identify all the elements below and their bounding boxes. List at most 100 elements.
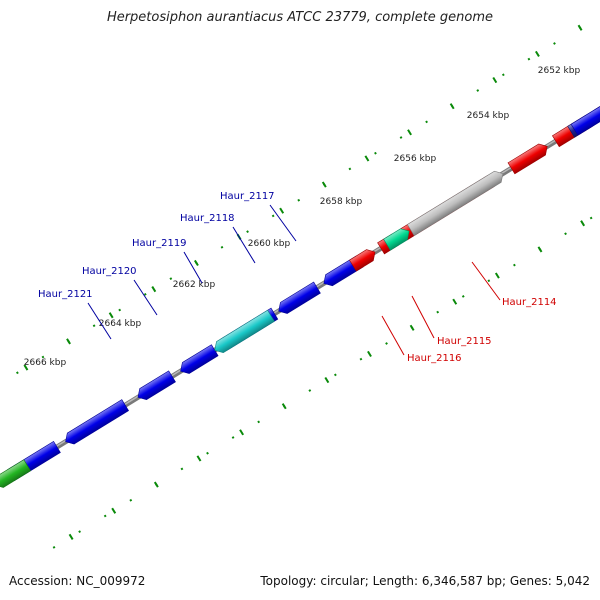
minor-tick bbox=[297, 198, 301, 202]
major-tick bbox=[279, 207, 285, 214]
accession-text: Accession: NC_009972 bbox=[9, 574, 146, 588]
major-tick bbox=[407, 129, 412, 136]
minor-tick bbox=[78, 530, 81, 534]
major-tick bbox=[449, 103, 455, 110]
position-label: 2662 kbp bbox=[173, 280, 216, 290]
minor-tick bbox=[220, 245, 224, 249]
minor-tick bbox=[436, 310, 440, 314]
minor-tick bbox=[589, 216, 593, 220]
major-tick bbox=[452, 298, 458, 305]
gene-label-leader bbox=[87, 302, 112, 340]
minor-tick bbox=[425, 120, 428, 124]
pseudo-gene-arrow bbox=[406, 170, 504, 237]
minor-tick bbox=[92, 324, 96, 328]
position-label: 2654 kbp bbox=[467, 111, 510, 121]
major-tick bbox=[535, 50, 540, 57]
minor-tick bbox=[41, 355, 45, 359]
minor-tick bbox=[359, 357, 363, 361]
minor-tick bbox=[257, 420, 261, 424]
minor-tick bbox=[527, 57, 531, 61]
genome-summary-text: Topology: circular; Length: 6,346,587 bp… bbox=[260, 574, 590, 588]
position-label: 2652 kbp bbox=[538, 66, 581, 76]
major-tick bbox=[111, 507, 117, 514]
gene-label: Haur_2119 bbox=[132, 238, 187, 249]
position-label: 2656 kbp bbox=[394, 154, 437, 164]
major-tick bbox=[23, 364, 29, 371]
major-tick bbox=[196, 455, 202, 462]
major-tick bbox=[68, 533, 74, 540]
major-tick bbox=[494, 272, 500, 279]
gene-label: Haur_2116 bbox=[407, 353, 462, 364]
gene-label-leader bbox=[133, 279, 158, 316]
gene-label: Haur_2115 bbox=[437, 336, 492, 347]
minor-tick bbox=[169, 277, 173, 281]
reverse-gene-arrow bbox=[507, 143, 548, 175]
minor-tick bbox=[118, 308, 122, 312]
gene-label-leader bbox=[381, 315, 405, 356]
minor-tick bbox=[553, 42, 556, 45]
forward-gene-arrow bbox=[65, 399, 130, 445]
reverse-gene-arrow bbox=[349, 249, 376, 272]
gene-label-leader bbox=[411, 295, 435, 339]
minor-tick bbox=[129, 498, 133, 502]
gene-label: Haur_2121 bbox=[38, 289, 93, 300]
forward-gene-arrow bbox=[278, 281, 321, 314]
major-tick bbox=[281, 403, 287, 410]
major-tick bbox=[193, 259, 199, 267]
major-tick bbox=[367, 350, 372, 358]
minor-tick bbox=[246, 230, 249, 233]
major-tick bbox=[153, 481, 159, 488]
major-tick bbox=[66, 338, 71, 345]
minor-tick bbox=[564, 232, 567, 236]
highlighted-gene-arrow bbox=[214, 309, 275, 354]
gene-label-leader bbox=[183, 251, 203, 284]
major-tick bbox=[239, 429, 245, 436]
reverse-gene-arrow bbox=[570, 106, 600, 136]
forward-other-gene-arrow bbox=[0, 459, 32, 488]
position-label: 2658 kbp bbox=[320, 197, 363, 207]
position-label: 2666 kbp bbox=[24, 358, 67, 368]
major-tick bbox=[321, 181, 327, 188]
major-tick bbox=[492, 76, 498, 84]
gene-label: Haur_2118 bbox=[180, 213, 235, 224]
minor-tick bbox=[271, 214, 275, 218]
forward-gene-arrow bbox=[180, 344, 219, 374]
minor-tick bbox=[399, 136, 403, 139]
gene-label-leader bbox=[232, 226, 256, 264]
minor-tick bbox=[143, 292, 147, 296]
gene-label: Haur_2114 bbox=[502, 297, 557, 308]
minor-tick bbox=[206, 451, 209, 455]
forward-gene-arrow bbox=[137, 370, 176, 401]
gene-label-leader bbox=[269, 204, 297, 242]
major-tick bbox=[364, 155, 370, 162]
minor-tick bbox=[461, 295, 465, 298]
minor-tick bbox=[348, 167, 352, 171]
gene-label: Haur_2117 bbox=[220, 191, 275, 202]
minor-tick bbox=[513, 263, 516, 267]
gene-label-leader bbox=[471, 261, 501, 301]
major-tick bbox=[108, 312, 114, 319]
genome-title: Herpetosiphon aurantiacus ATCC 23779, co… bbox=[106, 10, 494, 25]
gene-label: Haur_2120 bbox=[82, 266, 137, 277]
minor-tick bbox=[308, 389, 312, 392]
minor-tick bbox=[385, 342, 388, 345]
major-tick bbox=[409, 324, 415, 331]
minor-tick bbox=[52, 545, 56, 549]
highlighted-gene-arrow bbox=[383, 228, 410, 251]
minor-tick bbox=[476, 89, 480, 92]
minor-tick bbox=[16, 371, 19, 375]
major-tick bbox=[537, 246, 543, 253]
minor-tick bbox=[231, 436, 235, 439]
minor-tick bbox=[487, 279, 491, 283]
minor-tick bbox=[180, 467, 184, 471]
minor-tick bbox=[334, 373, 337, 377]
position-label: 2660 kbp bbox=[248, 239, 291, 249]
major-tick bbox=[580, 220, 586, 227]
major-tick bbox=[151, 286, 157, 293]
position-label: 2664 kbp bbox=[99, 319, 142, 329]
major-tick bbox=[577, 24, 583, 31]
minor-tick bbox=[103, 514, 107, 518]
major-tick bbox=[324, 376, 330, 384]
minor-tick bbox=[501, 73, 505, 77]
